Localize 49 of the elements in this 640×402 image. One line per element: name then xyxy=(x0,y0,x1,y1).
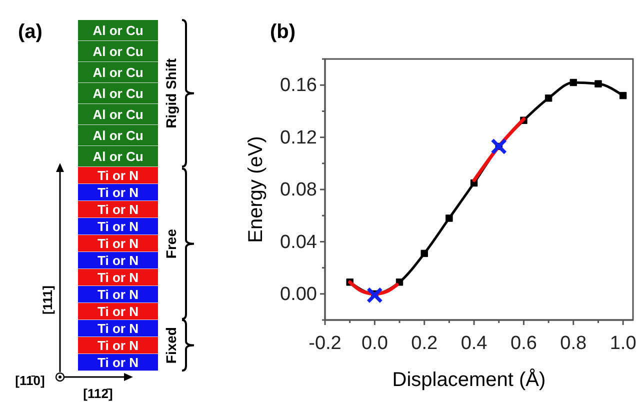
point xyxy=(619,92,627,100)
text: Ti or N xyxy=(98,304,138,319)
x-tick-label: 0.2 xyxy=(411,332,438,354)
text: Al or Cu xyxy=(92,86,144,101)
text: Ti or N xyxy=(98,168,138,183)
y-tick-label: 0.16 xyxy=(280,75,317,96)
text: Ti or N xyxy=(98,218,138,234)
text: (a) xyxy=(18,21,42,43)
text: Free xyxy=(163,228,179,259)
text: Ti or N xyxy=(98,236,138,251)
text: Ti or N xyxy=(98,270,138,285)
point xyxy=(446,214,453,222)
text: [11̄0] xyxy=(15,373,45,388)
point xyxy=(544,94,552,102)
x-tick-label: 0.0 xyxy=(361,332,388,354)
text: Al or Cu xyxy=(92,64,144,80)
x-axis-title: Displacement (Å) xyxy=(392,368,546,391)
text: Ti or N xyxy=(98,286,138,302)
text: Ti or N xyxy=(98,184,138,200)
text: Rigid Shift xyxy=(163,58,179,128)
x-tick-label: 1.0 xyxy=(610,332,636,354)
point xyxy=(570,78,577,86)
text: Ti or N xyxy=(98,320,138,336)
x-tick-label: 0.6 xyxy=(510,332,537,354)
text: Al or Cu xyxy=(92,44,144,59)
y-tick-label: 0.08 xyxy=(280,180,317,201)
point xyxy=(420,250,428,258)
text: Ti or N xyxy=(98,354,138,370)
text: Ti or N xyxy=(98,252,138,268)
chart-title: (b) xyxy=(270,21,296,43)
point xyxy=(366,287,383,304)
y-axis-title: Energy (eV) xyxy=(245,136,267,243)
text: Al or Cu xyxy=(92,106,144,122)
y-tick-label: 0.12 xyxy=(280,127,317,148)
text: Al or Cu xyxy=(92,128,144,143)
text: [112̄] xyxy=(83,386,113,401)
text: Al or Cu xyxy=(92,148,144,164)
point xyxy=(490,138,508,155)
text: Ti or N xyxy=(98,202,138,217)
x-tick-label: -0.2 xyxy=(308,332,342,354)
y-tick-label: 0.04 xyxy=(280,232,318,253)
text: Fixed xyxy=(163,327,179,364)
text: Ti or N xyxy=(98,338,138,353)
text: Al or Cu xyxy=(92,22,144,38)
x-tick-label: 0.8 xyxy=(560,332,587,354)
text: [111] xyxy=(40,286,55,314)
x-tick-label: 0.4 xyxy=(460,332,488,354)
point xyxy=(594,80,602,88)
y-tick-label: 0.00 xyxy=(280,284,317,305)
